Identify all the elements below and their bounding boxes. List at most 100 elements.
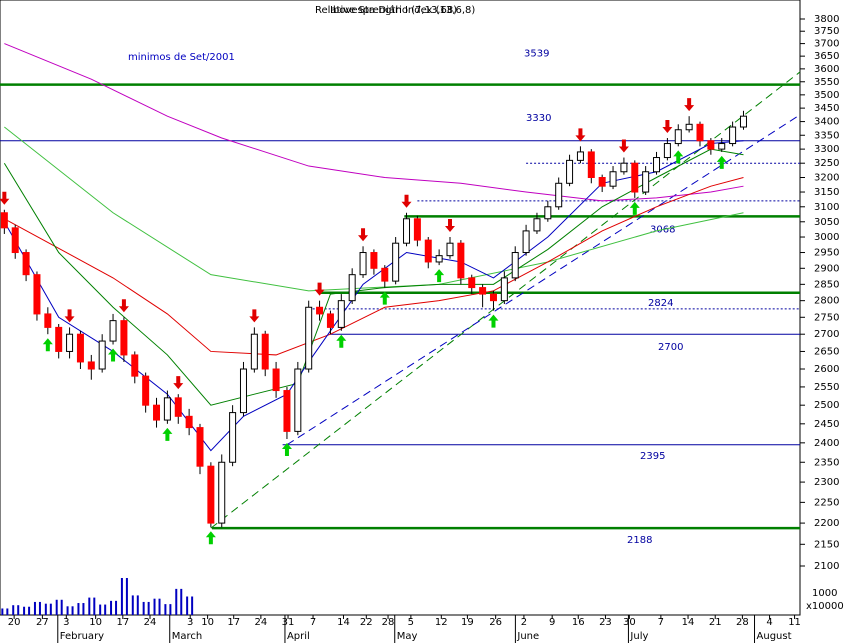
x-tick-label: 10 (89, 617, 102, 628)
y-tick-label: 2250 (814, 497, 839, 508)
y-tick-label: 3350 (814, 130, 839, 141)
y-tick-label: 3500 (814, 90, 839, 101)
x-tick-label: 16 (572, 617, 585, 628)
x-tick-label: 17 (116, 617, 129, 628)
candle-body (598, 177, 606, 187)
candle-body (739, 115, 747, 128)
trend-line (286, 114, 801, 446)
candle-body (316, 306, 324, 315)
y-tick-label: 2550 (814, 382, 839, 393)
candle-body (153, 404, 161, 421)
moving-average (4, 43, 744, 202)
y-tick-label: 3550 (814, 77, 839, 88)
month-label: June (516, 631, 539, 642)
candle-body (11, 227, 19, 254)
y-tick-label: 2150 (814, 539, 839, 550)
candle-body (457, 242, 465, 279)
arrow-up (716, 155, 727, 169)
arrow-up (379, 291, 390, 305)
candle-body (218, 461, 226, 524)
candle-body (576, 151, 584, 161)
candle-body (609, 171, 617, 187)
moving-average (4, 126, 744, 292)
arrow-down (445, 219, 455, 233)
candle-body (587, 151, 595, 179)
candle-body (446, 242, 454, 257)
x-tick-label: 3 (187, 617, 193, 628)
candle-body (76, 333, 84, 363)
arrow-up (629, 201, 640, 215)
x-tick-label: 11 (788, 617, 801, 628)
candle-body (522, 230, 530, 254)
arrow-up (108, 348, 119, 362)
volume-unit: x10000 (806, 601, 844, 612)
plot-frame (0, 0, 801, 616)
candle-body (174, 397, 182, 417)
x-tick-label: 24 (144, 617, 157, 628)
x-tick-label: 27 (36, 617, 49, 628)
candle-body (22, 252, 30, 276)
x-tick-label: 28 (736, 617, 749, 628)
arrow-down (358, 228, 369, 242)
level-label: 2700 (658, 342, 683, 353)
candle-body (98, 340, 106, 370)
candle-body (392, 242, 400, 282)
candle-body (642, 171, 650, 193)
y-tick-label: 2750 (814, 312, 839, 323)
x-tick-label: 5 (408, 617, 414, 628)
arrow-down (662, 120, 673, 134)
candle-body (555, 182, 563, 208)
x-tick-label: 17 (227, 617, 240, 628)
y-tick-label: 2400 (814, 438, 839, 449)
arrow-up (281, 443, 292, 457)
x-tick-label: 10 (201, 617, 214, 628)
y-tick-label: 2900 (814, 263, 839, 274)
y-tick-label: 2450 (814, 419, 839, 430)
candle-body (250, 333, 258, 370)
arrow-up (336, 334, 347, 348)
arrow-up (162, 427, 173, 441)
x-tick-label: 14 (682, 617, 695, 628)
y-tick-label: 2300 (814, 477, 839, 488)
y-tick-label: 2700 (814, 329, 839, 340)
y-tick-label: 2200 (814, 518, 839, 529)
x-tick-label: 19 (461, 617, 474, 628)
candle-body (620, 162, 628, 173)
candle-body (261, 333, 269, 370)
level-label: 3330 (526, 113, 551, 124)
month-label: July (629, 631, 648, 642)
x-tick-label: 31 (282, 617, 295, 628)
candle-body (163, 397, 171, 421)
candle-body (544, 206, 552, 220)
candle-body (489, 293, 497, 302)
y-tick-label: 2800 (814, 296, 839, 307)
candle-body (718, 143, 726, 150)
trend-line (210, 71, 801, 529)
moving-average (4, 177, 744, 356)
candle-body (729, 126, 737, 145)
x-tick-label: 24 (255, 617, 268, 628)
candle-body (381, 267, 389, 282)
candle-body (663, 143, 671, 159)
arrow-down (314, 282, 325, 296)
y-tick-label: 3750 (814, 26, 839, 37)
arrow-down (575, 128, 586, 142)
month-label: August (757, 631, 792, 642)
y-tick-label: 3250 (814, 158, 839, 169)
candle-body (468, 277, 476, 289)
level-label: 3539 (524, 49, 549, 60)
y-tick-label: 2500 (814, 400, 839, 411)
y-tick-label: 2100 (814, 561, 839, 572)
y-tick-label: 3650 (814, 51, 839, 62)
x-tick-label: 3 (63, 617, 69, 628)
arrow-up (673, 150, 684, 164)
month-label: April (287, 631, 310, 642)
candle-body (305, 306, 313, 370)
level-label: 2395 (640, 451, 665, 462)
candle-body (109, 320, 117, 342)
x-tick-label: 4 (766, 617, 772, 628)
annotation: minimos de Set/2001 (128, 52, 235, 63)
candle-body (359, 252, 367, 276)
y-tick-label: 3400 (814, 117, 839, 128)
